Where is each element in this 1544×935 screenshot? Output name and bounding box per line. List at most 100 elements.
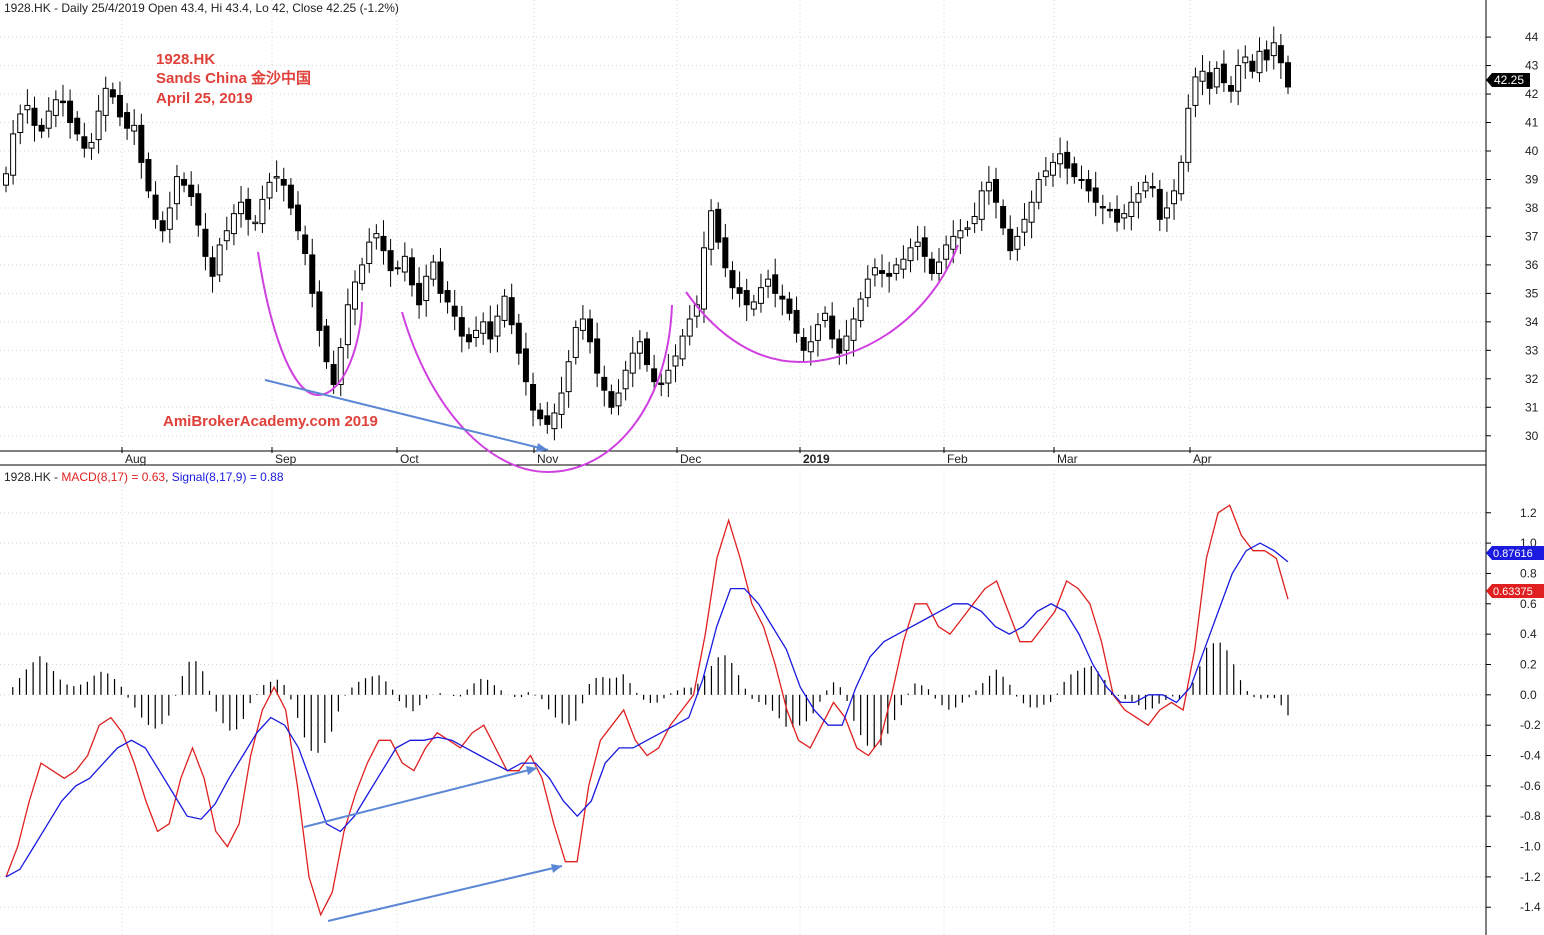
candle <box>387 238 394 287</box>
candle <box>401 242 408 282</box>
candle <box>494 304 501 353</box>
candle <box>594 322 601 388</box>
candle <box>109 82 116 105</box>
candle-body <box>95 110 102 141</box>
candle <box>544 401 551 434</box>
candle-body <box>52 99 59 116</box>
candle <box>822 306 829 328</box>
candle-body <box>67 100 74 124</box>
price-tick-label: 31 <box>1525 400 1539 414</box>
annotation-drawings <box>257 244 959 922</box>
candle <box>515 313 522 365</box>
candle <box>537 403 544 426</box>
candle <box>88 133 95 160</box>
candle-body <box>1085 178 1092 192</box>
macd-tick-label: -1.0 <box>1520 840 1541 854</box>
candle-body <box>992 178 999 203</box>
macd-tick-label: -0.8 <box>1520 809 1541 823</box>
candle <box>964 220 971 237</box>
macd-header-symbol: 1928.HK - <box>4 470 61 484</box>
candle-body <box>943 244 950 260</box>
candle-body <box>672 355 679 367</box>
candle-body <box>24 104 31 111</box>
candle-body <box>700 247 707 310</box>
candle-body <box>17 113 24 133</box>
candle-body <box>188 184 195 198</box>
price-tick-label: 30 <box>1525 429 1539 443</box>
candle <box>900 245 907 279</box>
candle-body <box>266 181 273 199</box>
macd-lines <box>5 504 1289 917</box>
candle-body <box>736 287 743 294</box>
candle-body <box>230 213 237 235</box>
candle-body <box>530 384 537 411</box>
candle-body <box>601 376 608 391</box>
candle-body <box>252 221 259 225</box>
candle-body <box>216 244 223 276</box>
candle-body <box>45 110 52 129</box>
candle-body <box>1242 56 1249 64</box>
month-label: Mar <box>1057 452 1078 466</box>
candle-body <box>814 324 821 341</box>
candle <box>252 215 259 231</box>
candle <box>216 237 223 282</box>
candle <box>743 278 750 321</box>
candle-body <box>31 107 38 126</box>
candle <box>715 202 722 250</box>
candle-body <box>900 258 907 270</box>
candle <box>181 172 188 193</box>
candle-body <box>1092 187 1099 203</box>
candle <box>1171 179 1178 220</box>
candle-body <box>822 312 829 321</box>
macd-header-signal: Signal(8,17,9) = 0.88 <box>172 470 284 484</box>
candle <box>1285 55 1291 95</box>
candle-body <box>480 321 487 334</box>
candle <box>152 181 159 229</box>
candle <box>772 258 779 308</box>
candle <box>879 254 886 288</box>
candle <box>1249 54 1256 79</box>
candle <box>437 248 444 303</box>
candle-body <box>88 141 95 149</box>
candle-body <box>1078 178 1085 181</box>
macd-tick-label: 0.8 <box>1520 566 1537 580</box>
candle <box>280 167 287 202</box>
candle <box>1128 186 1135 231</box>
candle <box>166 191 173 244</box>
candle <box>266 172 273 210</box>
candle-body <box>950 235 957 250</box>
candle <box>31 96 38 142</box>
candle <box>373 224 380 250</box>
candle-body <box>879 270 886 274</box>
candle-body <box>679 335 686 360</box>
candle-body <box>501 295 508 321</box>
candle <box>985 166 992 205</box>
candle <box>3 166 9 193</box>
candle-body <box>886 272 893 277</box>
candle <box>287 178 294 216</box>
candle <box>223 216 230 251</box>
candle-body <box>772 274 779 294</box>
candle <box>1178 155 1185 201</box>
candle-body <box>850 318 857 341</box>
candle-body <box>1270 42 1277 57</box>
candle-body <box>921 237 928 257</box>
candle-body <box>124 112 131 129</box>
candle-body <box>579 318 586 331</box>
candle-body <box>857 298 864 321</box>
macd-header: 1928.HK - MACD(8,17) = 0.63, Signal(8,17… <box>4 470 284 484</box>
candle <box>1149 172 1156 198</box>
candle <box>24 89 31 124</box>
price-tick-label: 37 <box>1525 229 1539 243</box>
candle <box>351 270 358 326</box>
candle <box>893 257 900 281</box>
candle <box>1163 191 1170 232</box>
candle-body <box>152 194 159 220</box>
candle <box>622 360 629 401</box>
candle-body <box>686 318 693 337</box>
candle <box>116 81 123 127</box>
candle <box>836 329 843 365</box>
macd-grid: -1.4 -1.2 -1.0 -0.8 -0.6 -0.4 -0.2 0.0 0.2 0.4 0.6… <box>0 470 1541 935</box>
month-label: Aug <box>125 452 146 466</box>
candle <box>52 90 59 128</box>
